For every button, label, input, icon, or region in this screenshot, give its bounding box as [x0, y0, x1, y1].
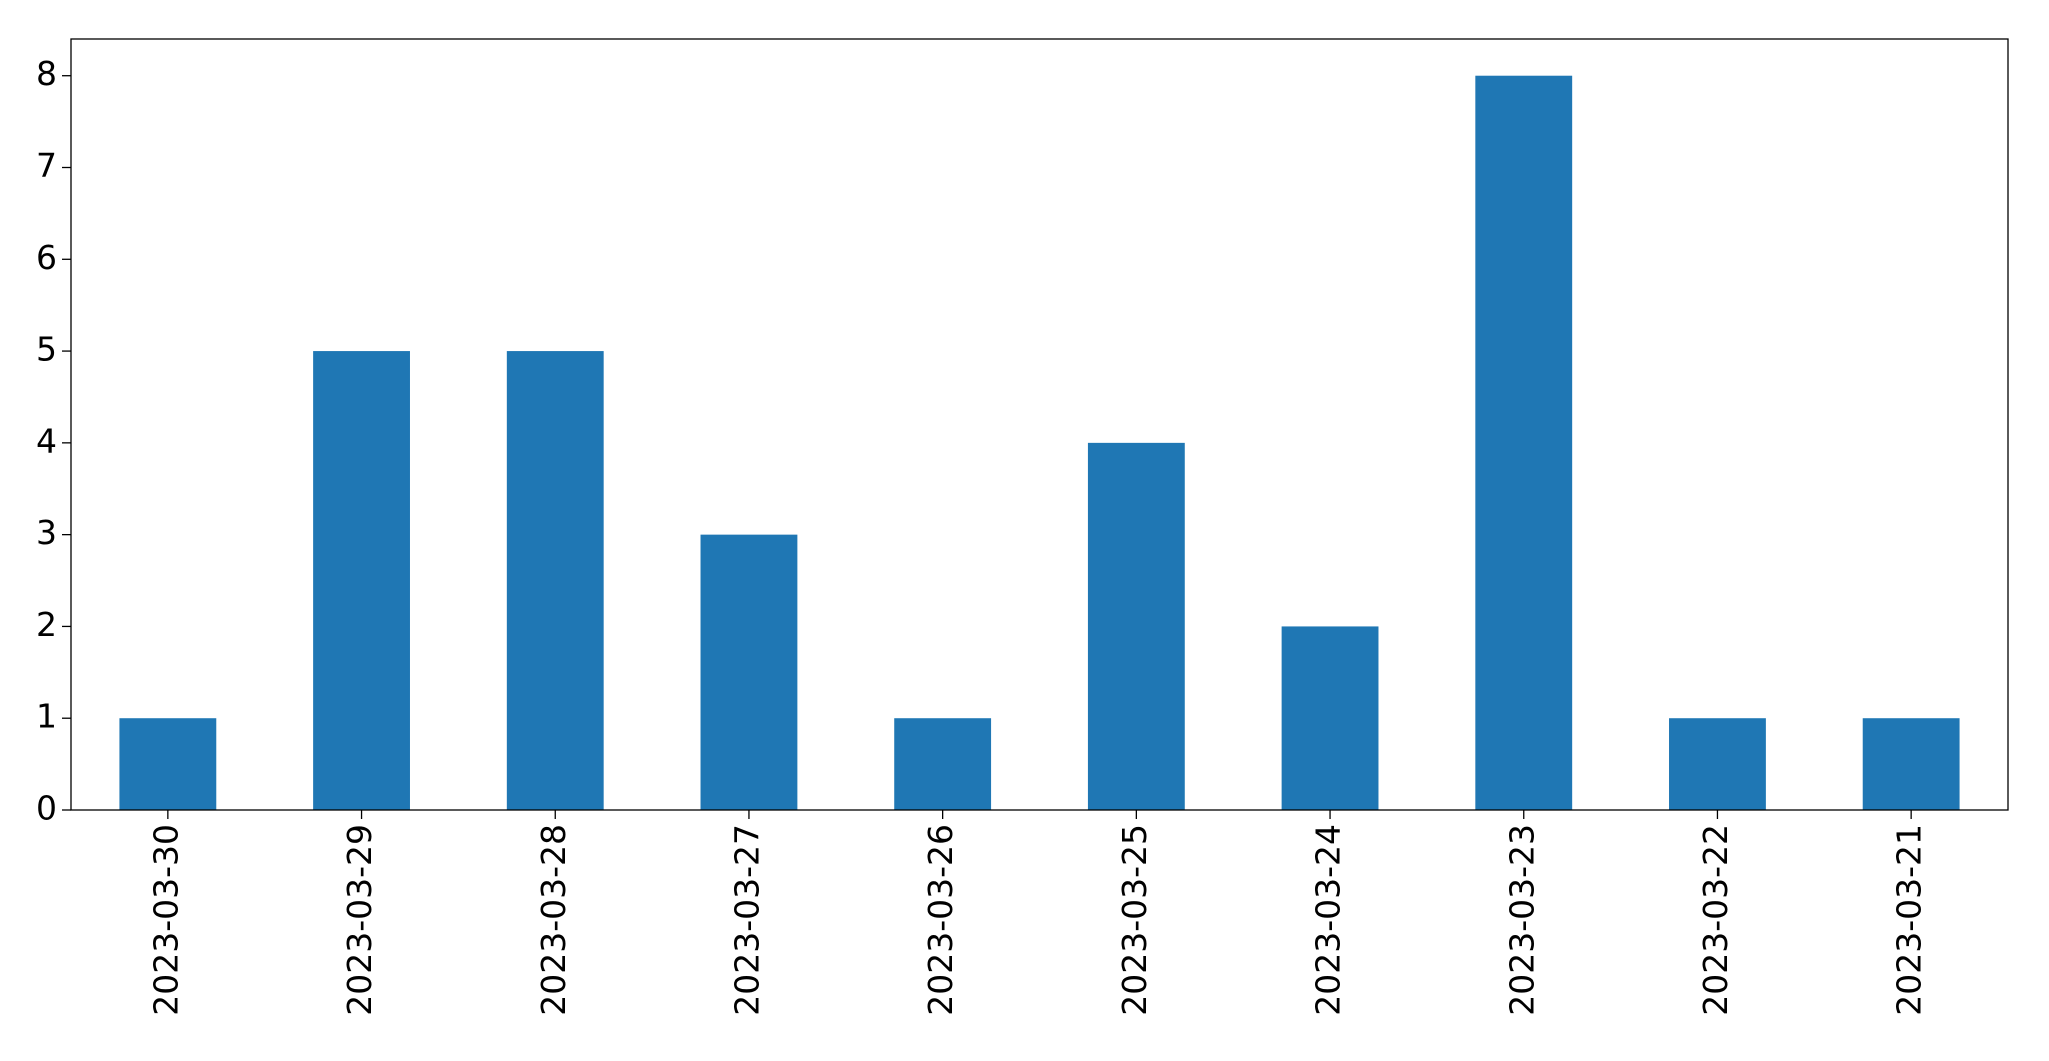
plot-frame	[70, 38, 2009, 811]
bar	[894, 718, 992, 810]
bar	[119, 718, 217, 810]
bar	[1087, 442, 1185, 810]
bar	[1669, 718, 1766, 810]
x-tick-label: 2023-03-26	[921, 824, 960, 1016]
y-tick-label: 7	[36, 146, 57, 185]
x-tick-label: 2023-03-28	[534, 824, 573, 1016]
y-tick-label: 0	[36, 789, 57, 828]
x-tick-label: 2023-03-21	[1890, 824, 1929, 1016]
bar	[1281, 626, 1379, 810]
y-tick-label: 1	[36, 697, 57, 736]
x-tick-label: 2023-03-22	[1696, 824, 1735, 1016]
y-tick-label: 4	[36, 421, 57, 460]
bar	[700, 534, 798, 810]
y-tick-label: 6	[36, 238, 57, 277]
x-tick-label: 2023-03-30	[146, 824, 185, 1016]
bar	[1475, 75, 1573, 810]
y-tick-label: 2	[36, 605, 57, 644]
x-tick-label: 2023-03-23	[1502, 824, 1541, 1016]
y-tick-label: 3	[36, 513, 57, 552]
x-tick-label: 2023-03-27	[727, 824, 766, 1016]
y-tick-label: 8	[36, 54, 57, 93]
x-tick-label: 2023-03-25	[1115, 824, 1154, 1016]
x-tick-label: 2023-03-24	[1309, 824, 1348, 1016]
y-tick-label: 5	[36, 330, 57, 369]
bar	[1862, 718, 1960, 810]
x-tick-label: 2023-03-29	[340, 824, 379, 1016]
bar	[313, 351, 410, 810]
bar	[506, 351, 604, 810]
